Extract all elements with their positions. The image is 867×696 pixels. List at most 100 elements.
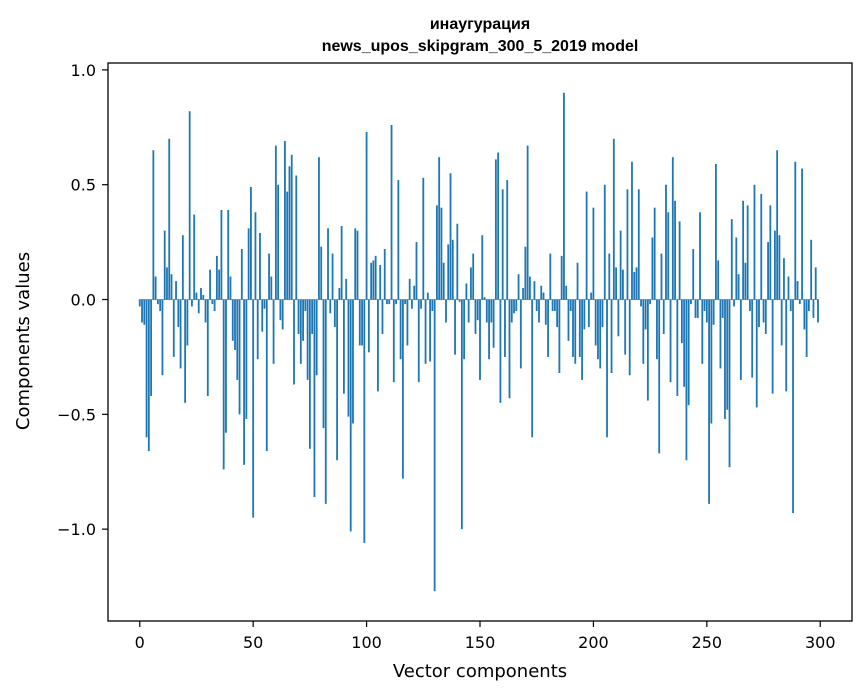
chart-subtitle: news_upos_skipgram_300_5_2019 model [322, 38, 639, 55]
bar [311, 299, 314, 334]
bar [567, 299, 570, 341]
bar [415, 242, 418, 300]
bar [356, 230, 359, 300]
bar [204, 299, 207, 323]
x-axis-label: Vector components [393, 661, 567, 682]
bar [746, 205, 749, 300]
bar [445, 299, 447, 323]
bar [340, 226, 343, 300]
x-tick-label: 0 [135, 633, 145, 652]
bar [188, 111, 191, 300]
bar [404, 299, 407, 305]
bar [327, 228, 329, 300]
bar [549, 253, 552, 300]
bar [717, 260, 720, 300]
bar [220, 209, 223, 300]
bar [274, 145, 277, 300]
bar [177, 299, 180, 328]
bar [388, 299, 391, 305]
bar [413, 285, 416, 300]
bar [687, 299, 690, 406]
bar [519, 299, 522, 369]
bar [533, 281, 536, 300]
bar [753, 184, 756, 300]
bar [222, 299, 225, 470]
bar [789, 299, 792, 311]
bar [386, 299, 388, 305]
bar [429, 299, 432, 362]
bar [694, 299, 697, 318]
bar [599, 299, 602, 369]
bar [644, 299, 647, 330]
bar [392, 299, 395, 383]
y-axis-label: Components values [13, 252, 34, 430]
bar [814, 267, 817, 300]
bar [730, 219, 733, 300]
bar [524, 246, 527, 300]
bar [758, 299, 760, 328]
bar [742, 200, 745, 300]
bar [408, 278, 411, 300]
bar [338, 288, 341, 300]
bar [801, 168, 804, 300]
bar [422, 177, 425, 300]
bar [299, 299, 302, 364]
bar [792, 299, 794, 514]
bar [295, 175, 298, 300]
bar [692, 249, 695, 300]
bar [531, 299, 534, 438]
bar [281, 299, 284, 330]
bar [739, 299, 742, 380]
bar [660, 253, 663, 300]
bar [424, 299, 427, 364]
y-axis: −1.0 −0.5 0.0 0.5 1.0 [57, 61, 108, 539]
bar [569, 299, 572, 311]
bar [331, 253, 334, 300]
bar [606, 299, 608, 438]
bar [336, 299, 339, 461]
bar [603, 184, 606, 300]
bar [313, 299, 316, 497]
bar [705, 299, 708, 323]
y-tick-label: 0.0 [71, 291, 96, 310]
bar [352, 299, 354, 424]
bar [508, 299, 511, 399]
bar [277, 184, 280, 300]
bar [590, 292, 593, 300]
bar [574, 299, 577, 364]
bar [587, 299, 590, 328]
bar [209, 269, 211, 300]
bar [479, 299, 481, 380]
bar [191, 299, 193, 307]
y-tick-label: −0.5 [57, 405, 96, 424]
bar [147, 299, 150, 452]
bar [678, 221, 681, 300]
bar [476, 299, 479, 321]
bar [764, 299, 767, 334]
bar [624, 299, 627, 355]
bar [696, 299, 699, 318]
bar [288, 166, 291, 300]
bar [467, 299, 470, 323]
bar [470, 267, 472, 300]
bar [565, 285, 568, 300]
bar [138, 299, 141, 307]
bar [465, 283, 468, 300]
bar [377, 299, 379, 392]
bar [653, 207, 656, 300]
bar [195, 292, 198, 300]
bar [578, 299, 581, 357]
bar [771, 299, 774, 394]
bar [227, 209, 230, 300]
bar [674, 200, 676, 300]
bar [640, 299, 642, 307]
bar [406, 299, 409, 346]
bar [665, 184, 667, 300]
bar [218, 269, 221, 300]
bar [726, 299, 729, 410]
bar [583, 299, 586, 330]
bar [767, 242, 769, 300]
bar [290, 154, 293, 300]
bar [279, 299, 282, 321]
bar [440, 207, 443, 300]
